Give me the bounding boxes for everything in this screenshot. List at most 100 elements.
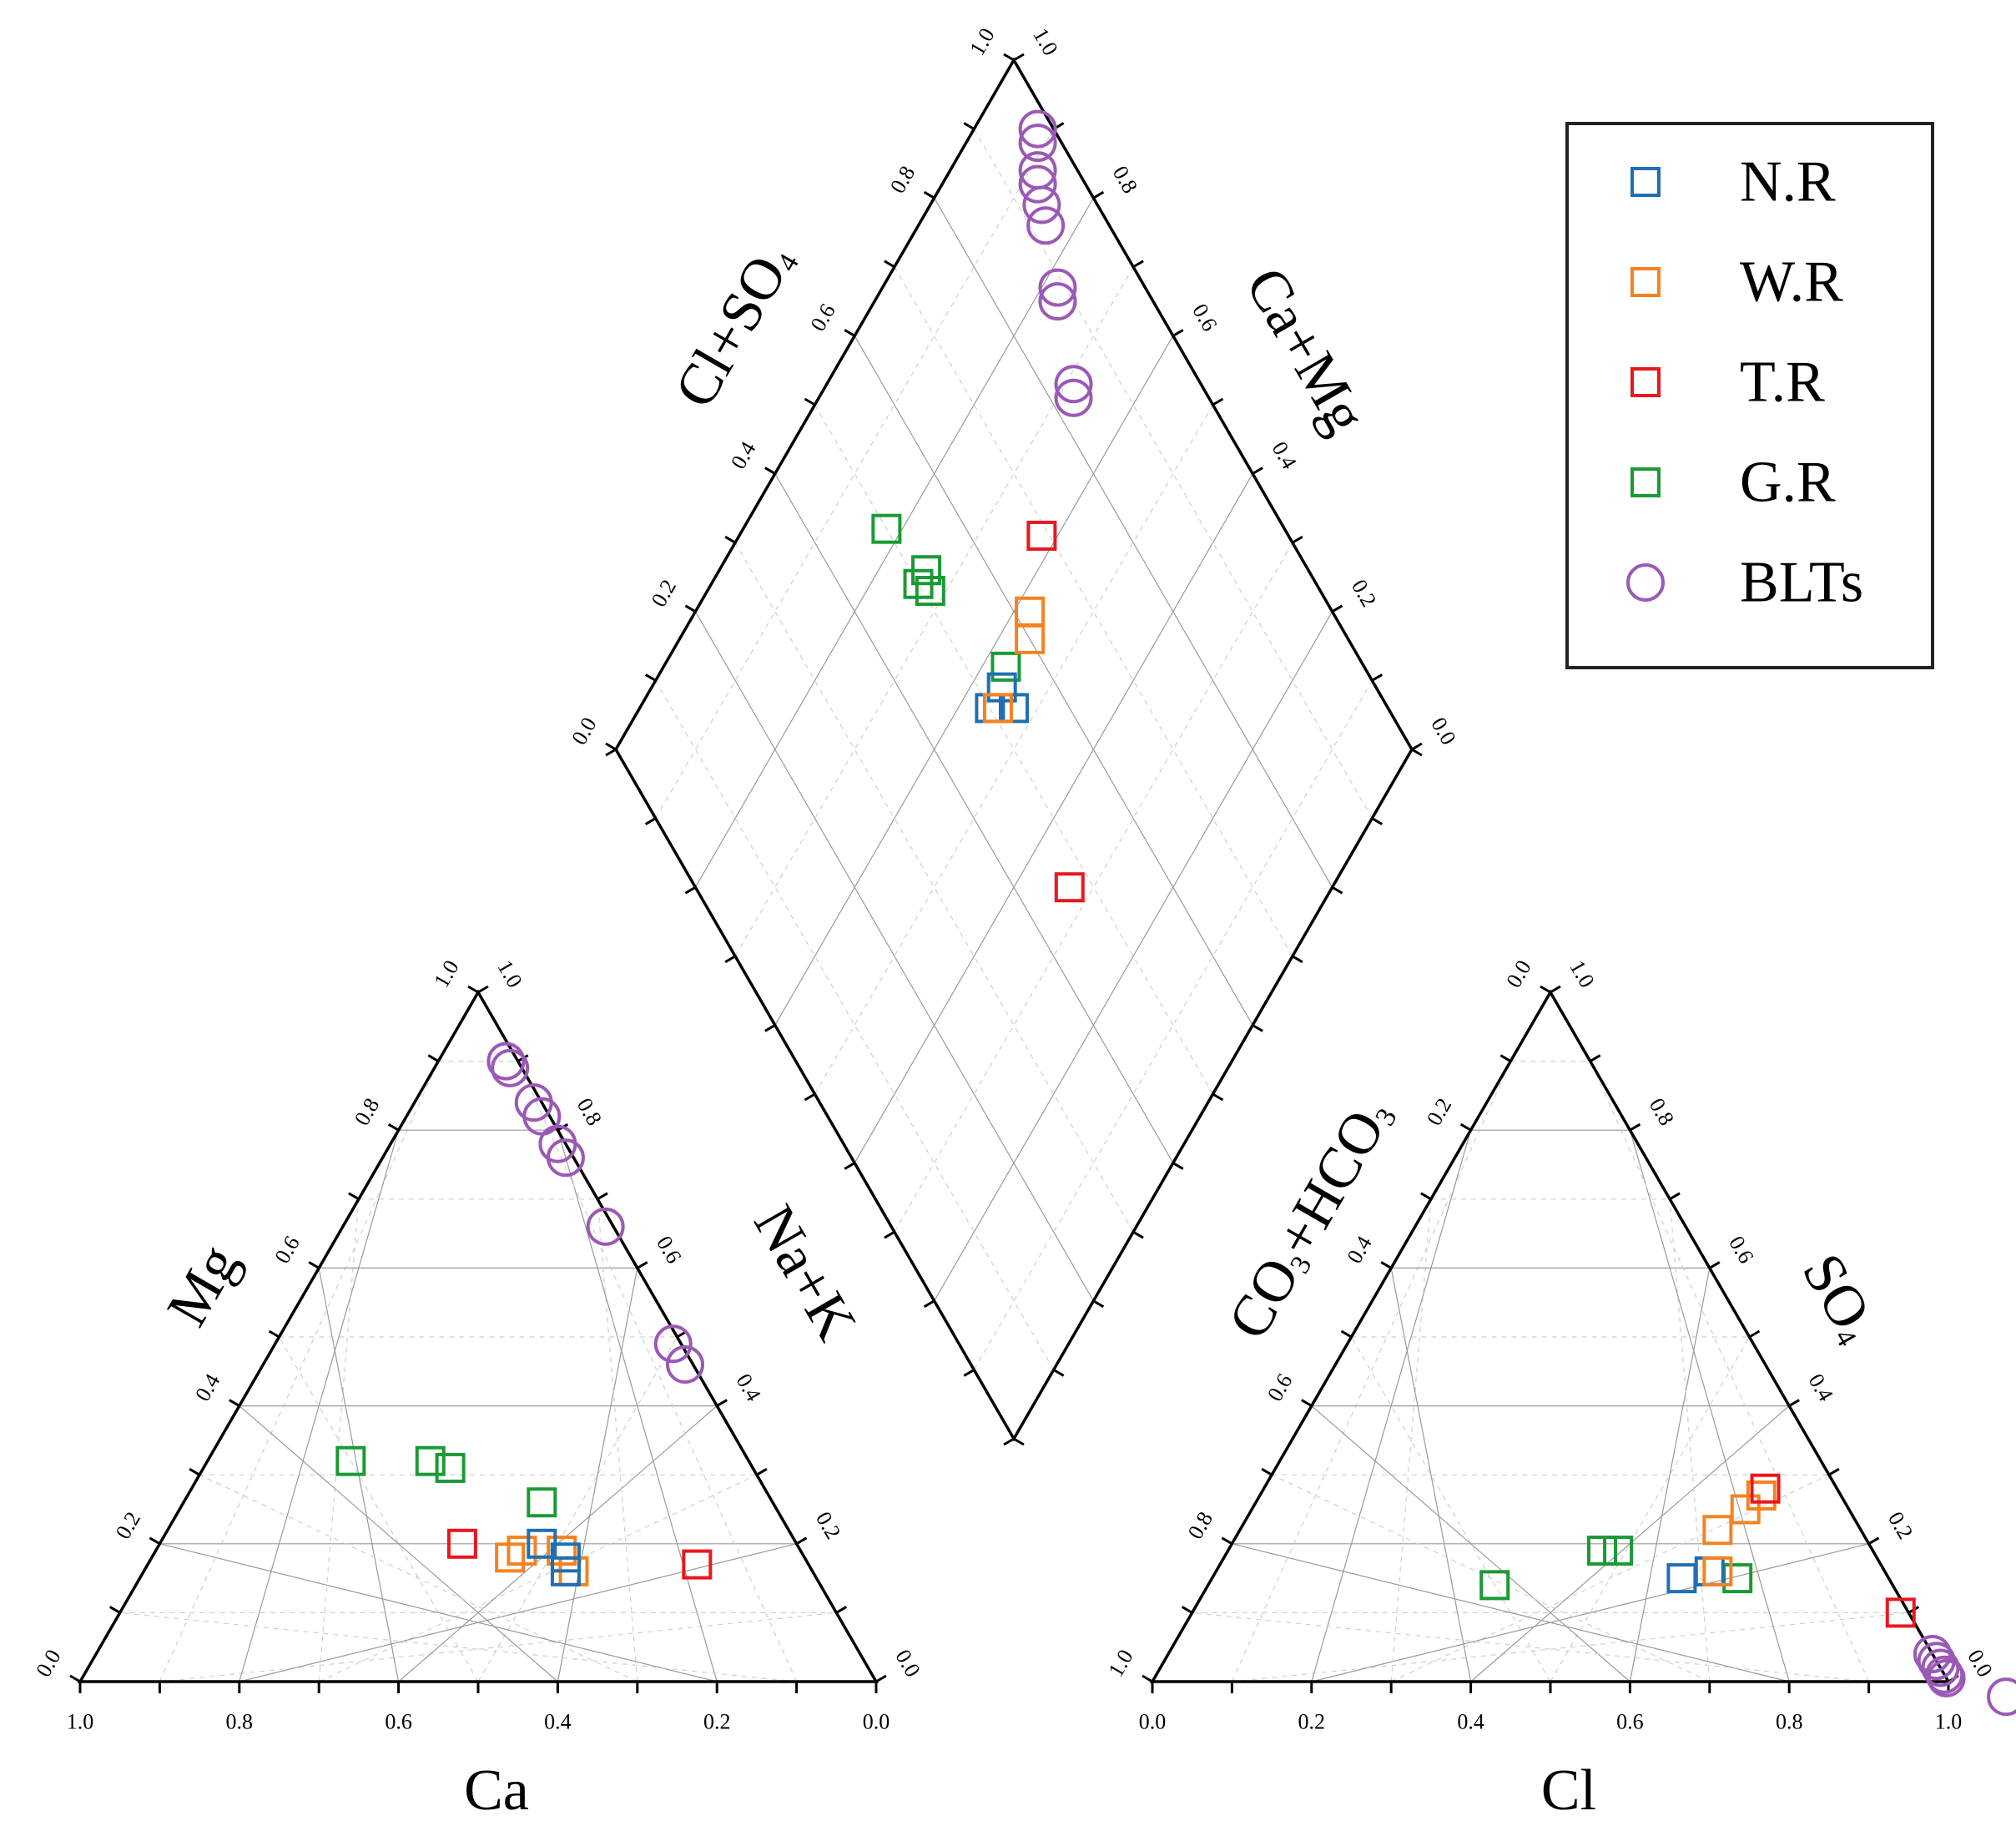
axis-label-part: SO [1790, 1243, 1882, 1340]
axis-label-part: Ca [464, 1758, 529, 1823]
anion-triangle-left-tick-label: 0.0 [1501, 956, 1535, 992]
anion-triangle-tick-mark [1420, 1192, 1432, 1201]
diamond-right-label: Ca+Mg [1233, 257, 1378, 444]
diamond-right-tick-label: 0.8 [1108, 162, 1142, 198]
data-point-gr [335, 1445, 366, 1476]
diamond-tick-mark [1132, 1230, 1144, 1239]
diamond-tick-mark [1411, 748, 1423, 757]
cation-triangle-tick-mark [637, 1261, 648, 1269]
anion-triangle-grid-line [1192, 1612, 1869, 1682]
cation-triangle-tick-mark [268, 1329, 280, 1339]
anion-triangle-tick-mark [1867, 1536, 1880, 1546]
diamond-left-tick-label: 0.4 [726, 437, 760, 473]
diamond-grid-line [854, 335, 1253, 1026]
anion-triangle-tick-mark [1828, 1467, 1840, 1476]
data-point-blts [546, 1138, 585, 1178]
data-point-blts [1026, 206, 1066, 245]
data-point-blts [666, 1345, 705, 1385]
diamond-tick-mark [1252, 467, 1263, 475]
legend-label: N.R [1740, 150, 1836, 214]
anion-triangle-tick-mark [1589, 1054, 1601, 1062]
data-point-gr [415, 1445, 446, 1476]
cation-xlabel: Ca [464, 1758, 529, 1823]
anion-triangle-tick-mark [1181, 1606, 1193, 1614]
anion-triangle-left-tick-label: 0.2 [1422, 1094, 1456, 1130]
diamond-tick-mark [764, 1024, 776, 1032]
cation-triangle-tick-mark [189, 1467, 200, 1476]
axis-label-part: Na+K [742, 1194, 869, 1350]
anion-triangle-base-tick-label: 1.0 [1935, 1710, 1963, 1734]
diamond-tick-mark [1292, 955, 1303, 964]
cation-triangle-grid-line [119, 1612, 797, 1682]
data-point-nr [1630, 167, 1661, 197]
anion-triangle-tick-mark [1459, 1122, 1472, 1132]
diamond-tick-mark [644, 673, 657, 682]
anion-triangle-base-tick-label: 0.2 [1298, 1710, 1326, 1734]
data-points [335, 109, 2016, 1717]
diamond-tick-mark [1331, 885, 1343, 895]
diamond-tick-mark [1013, 1437, 1025, 1446]
anion-triangle-right-tick-label: 0.6 [1724, 1232, 1758, 1268]
diamond-tick-mark [1212, 1092, 1224, 1102]
cation-triangle-left-tick-label: 0.4 [190, 1370, 224, 1405]
anion-triangle-tick-mark [1629, 1122, 1641, 1132]
cation-left-label: Mg [154, 1234, 250, 1337]
diamond-tick-mark [1003, 1437, 1015, 1446]
anion-triangle-base-tick-label: 0.4 [1457, 1710, 1484, 1734]
data-point-blts [1018, 109, 1057, 149]
data-point-blts [1054, 378, 1093, 417]
anion-triangle-grid-line [1350, 1336, 1551, 1682]
diamond-tick-mark [1371, 817, 1383, 825]
cation-triangle-left-tick-label: 1.0 [429, 956, 463, 992]
diamond-grid-line [814, 404, 1214, 1095]
cation-triangle-tick-mark [597, 1192, 608, 1201]
anion-triangle-tick-mark [1540, 985, 1551, 994]
cation-triangle-right-tick-label: 0.8 [572, 1094, 607, 1130]
diamond-grid-line [973, 680, 1373, 1370]
data-point-tr [1750, 1473, 1781, 1504]
diamond-tick-mark [844, 329, 855, 337]
diamond-tick-mark [1052, 1369, 1065, 1377]
diamond-grid-line [655, 129, 1055, 819]
data-point-tr [446, 1528, 477, 1559]
diamond-tick-mark [644, 817, 657, 825]
data-point-tr [1885, 1597, 1916, 1628]
cation-triangle-tick-mark [716, 1399, 728, 1407]
cation-triangle-grid-line [239, 1543, 797, 1682]
cation-triangle-right-tick-label: 0.6 [652, 1232, 686, 1268]
diamond-tick-mark [1371, 673, 1383, 682]
cation-triangle-tick-mark [835, 1606, 848, 1614]
cation-triangle-right-tick-label: 1.0 [492, 956, 527, 992]
diamond-grid-line [694, 611, 1094, 1302]
cation-triangle-base-tick-label: 0.2 [703, 1710, 731, 1734]
diamond-tick-mark [1331, 604, 1343, 613]
data-point-blts [1927, 1658, 1966, 1697]
anion-triangle-grid-line [1390, 1198, 1432, 1682]
data-point-blts [486, 1042, 526, 1081]
diamond-tick-mark [1003, 53, 1015, 62]
cation-triangle-right-tick-label: 0.0 [890, 1646, 925, 1682]
anion-triangle-tick-mark [1550, 985, 1561, 994]
diamond-grid-line [894, 266, 1293, 957]
cation-triangle-tick-mark [229, 1399, 240, 1407]
cation-triangle-base-tick-label: 0.4 [544, 1710, 572, 1734]
anion-triangle-grid-line [1232, 1612, 1909, 1682]
anion-triangle-left-tick-label: 0.6 [1263, 1370, 1297, 1405]
anion-triangle-tick-mark [1221, 1536, 1233, 1546]
data-point-gr [527, 1487, 557, 1518]
legend-label: G.R [1740, 451, 1836, 515]
data-point-nr [999, 693, 1029, 724]
data-point-wr [1630, 267, 1661, 297]
cation-triangle-tick-mark [149, 1536, 161, 1546]
cation-triangle-grid-line [557, 1130, 718, 1682]
diamond-grid-line [973, 129, 1373, 819]
anion-triangle-right-tick-label: 0.4 [1804, 1370, 1838, 1405]
cation-triangle-grid-line [239, 1405, 558, 1682]
anion-triangle-tick-mark [1340, 1329, 1353, 1339]
data-point-blts [1626, 563, 1665, 602]
anion-triangle-right-tick-label: 1.0 [1565, 956, 1599, 992]
cation-triangle-grid-line [159, 1612, 837, 1682]
anion-triangle-tick-mark [1499, 1054, 1512, 1062]
data-point-gr [1587, 1536, 1618, 1566]
diamond-tick-mark [764, 467, 776, 475]
